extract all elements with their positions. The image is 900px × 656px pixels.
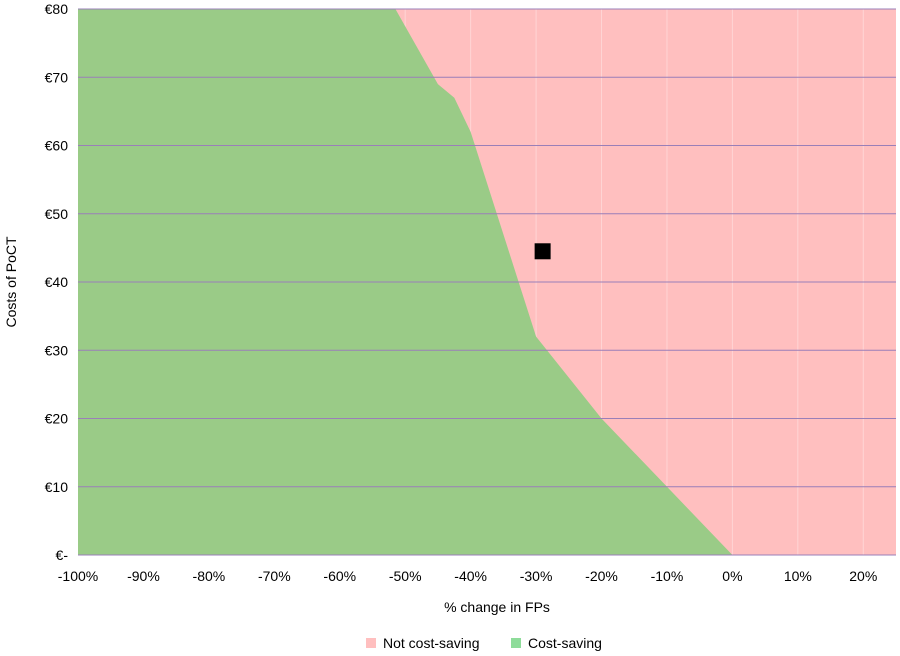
y-tick-label: €80: [45, 1, 69, 17]
legend: Not cost-saving Cost-saving: [366, 635, 602, 651]
x-axis-title: % change in FPs: [444, 599, 550, 615]
x-tick-label: -10%: [651, 568, 684, 584]
x-tick-label: -90%: [127, 568, 160, 584]
y-tick-label: €-: [56, 547, 69, 563]
y-tick-labels: €- €10 €20 €30 €40 €50 €60 €70 €80: [45, 1, 69, 563]
x-tick-label: -20%: [585, 568, 618, 584]
y-tick-label: €10: [45, 479, 69, 495]
x-tick-label: 10%: [784, 568, 812, 584]
legend-swatch: [511, 638, 521, 648]
x-tick-label: -50%: [389, 568, 422, 584]
legend-label: Cost-saving: [528, 635, 602, 651]
x-tick-label: -100%: [58, 568, 98, 584]
legend-swatch: [366, 638, 376, 648]
x-tick-labels: -100% -90% -80% -70% -60% -50% -40% -30% -20% -10…: [58, 568, 878, 584]
y-tick-label: €60: [45, 138, 69, 154]
x-tick-label: -70%: [258, 568, 291, 584]
x-tick-label: -30%: [520, 568, 553, 584]
legend-label: Not cost-saving: [383, 635, 479, 651]
y-tick-label: €30: [45, 342, 69, 358]
y-axis-title: Costs of PoCT: [3, 236, 19, 327]
y-tick-label: €20: [45, 411, 69, 427]
data-point-marker: [534, 243, 551, 260]
x-tick-label: 20%: [849, 568, 877, 584]
x-tick-label: -80%: [193, 568, 226, 584]
horizontal-gridlines: [78, 8, 896, 556]
x-tick-label: -40%: [454, 568, 487, 584]
x-tick-label: -60%: [323, 568, 356, 584]
y-tick-label: €70: [45, 69, 69, 85]
x-tick-label: 0%: [722, 568, 742, 584]
y-tick-label: €50: [45, 206, 69, 222]
y-tick-label: €40: [45, 274, 69, 290]
